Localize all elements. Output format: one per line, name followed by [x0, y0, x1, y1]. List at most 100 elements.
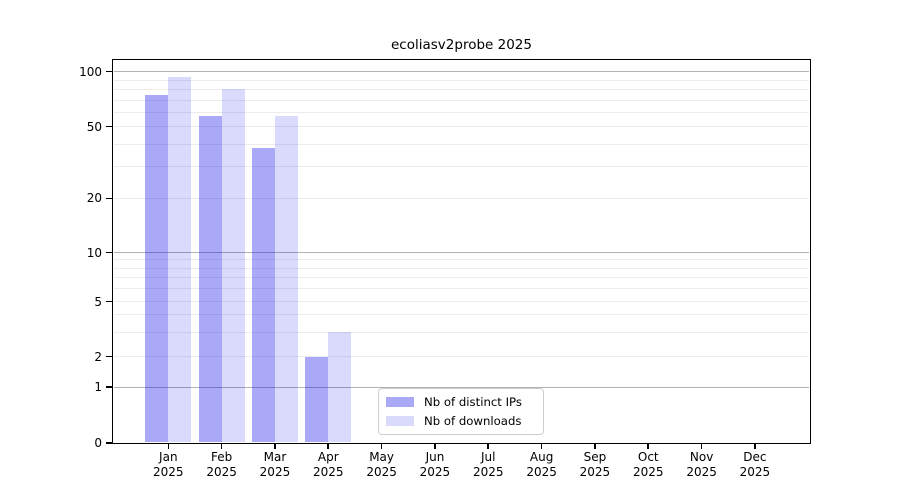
minor-gridline [114, 314, 809, 316]
x-tick-mark [327, 444, 330, 449]
x-tick-mark [540, 444, 543, 449]
x-tick-year: 2025 [153, 465, 184, 479]
legend-label: Nb of downloads [424, 414, 522, 429]
bar-distinct-ips [251, 148, 275, 443]
x-tick-mark [754, 444, 756, 449]
y-tick-label: 2 [94, 349, 102, 364]
x-tick-mark [274, 444, 276, 449]
y-tick-label: 50 [86, 119, 102, 134]
y-tick-label: 20 [86, 191, 102, 206]
x-tick-month: Sep [583, 450, 607, 464]
bar-downloads [274, 116, 298, 443]
y-tick-mark [106, 125, 112, 128]
minor-gridline [114, 356, 809, 357]
minor-gridline [114, 288, 809, 290]
x-tick-label: Oct 2025 [621, 450, 675, 480]
x-tick-month: Apr [317, 450, 339, 464]
x-tick-label: Dec 2025 [728, 450, 782, 480]
major-gridline [114, 252, 809, 253]
x-tick-month: May [369, 450, 395, 464]
major-gridline [114, 71, 809, 73]
x-tick-label: Jul 2025 [461, 450, 515, 480]
x-tick-month: Feb [211, 450, 233, 464]
x-tick-mark [594, 444, 596, 449]
x-tick-mark [434, 444, 436, 449]
minor-gridline [114, 79, 809, 81]
minor-gridline [114, 99, 809, 101]
y-tick-label: 0 [94, 436, 102, 450]
x-tick-month: Jul [481, 450, 496, 464]
x-tick-label: May 2025 [355, 450, 409, 480]
minor-gridline [114, 267, 809, 269]
x-tick-year: 2025 [526, 465, 557, 479]
y-tick-mark [106, 251, 112, 254]
legend-label: Nb of distinct IPs [424, 394, 522, 409]
distinct-ips-swatch [386, 396, 414, 407]
y-tick-label: 5 [94, 294, 102, 309]
y-tick-mark [106, 300, 112, 303]
minor-gridline [114, 301, 809, 302]
x-tick-year: 2025 [472, 465, 504, 479]
y-tick-label: 100 [79, 64, 102, 79]
x-tick-mark [220, 444, 223, 449]
x-tick-month: Dec [743, 450, 767, 464]
x-tick-year: 2025 [313, 465, 344, 479]
minor-gridline [114, 331, 809, 333]
x-tick-label: Jan 2025 [141, 450, 195, 480]
x-tick-mark [487, 444, 490, 449]
minor-gridline [114, 277, 809, 279]
x-tick-label: Mar 2025 [248, 450, 302, 480]
bar-distinct-ips [145, 94, 169, 443]
x-tick-label: Aug 2025 [515, 450, 569, 480]
x-tick-year: 2025 [579, 465, 611, 479]
x-tick-mark [380, 444, 383, 449]
minor-gridline [114, 126, 809, 128]
y-tick-mark [106, 197, 112, 200]
bar-distinct-ips [198, 116, 222, 443]
x-tick-month: Mar [263, 450, 287, 464]
minor-gridline [114, 197, 809, 199]
minor-gridline [114, 111, 809, 113]
major-gridline [114, 386, 809, 388]
x-tick-mark [167, 444, 170, 449]
x-tick-month: Aug [529, 450, 554, 464]
x-tick-label: Sep 2025 [568, 450, 622, 480]
x-tick-label: Nov 2025 [675, 450, 729, 480]
x-tick-year: 2025 [686, 465, 717, 479]
x-tick-mark [647, 444, 650, 449]
minor-gridline [114, 88, 809, 90]
x-tick-label: Apr 2025 [301, 450, 355, 480]
y-tick-mark [106, 70, 112, 73]
y-tick-mark [106, 355, 112, 358]
x-tick-year: 2025 [419, 465, 451, 479]
x-tick-year: 2025 [259, 465, 291, 479]
downloads-swatch [386, 416, 414, 427]
legend: Nb of distinct IPs Nb of downloads [378, 388, 544, 435]
x-tick-year: 2025 [632, 465, 664, 479]
y-tick-mark [106, 386, 112, 388]
minor-gridline [114, 143, 809, 145]
x-tick-year: 2025 [739, 465, 771, 479]
x-tick-month: Oct [637, 450, 659, 464]
minor-gridline [114, 166, 809, 168]
x-tick-month: Nov [689, 450, 714, 464]
x-tick-mark [700, 444, 703, 449]
x-tick-label: Feb 2025 [195, 450, 249, 480]
bar-downloads [168, 76, 192, 443]
legend-item: Nb of distinct IPs [379, 393, 543, 411]
x-tick-year: 2025 [206, 465, 237, 479]
bar-downloads [328, 332, 352, 443]
bar-distinct-ips [305, 356, 329, 443]
y-tick-mark [106, 442, 112, 444]
x-tick-month: Jan [159, 450, 178, 464]
x-tick-year: 2025 [366, 465, 397, 479]
chart-title: ecoliasv2probe 2025 [391, 37, 532, 53]
minor-gridline [114, 259, 809, 261]
y-tick-label: 1 [94, 380, 102, 394]
x-tick-month: Jun [425, 450, 445, 464]
x-tick-label: Jun 2025 [408, 450, 462, 480]
legend-item: Nb of downloads [379, 412, 543, 430]
y-tick-label: 10 [86, 245, 102, 260]
bar-downloads [221, 89, 245, 443]
